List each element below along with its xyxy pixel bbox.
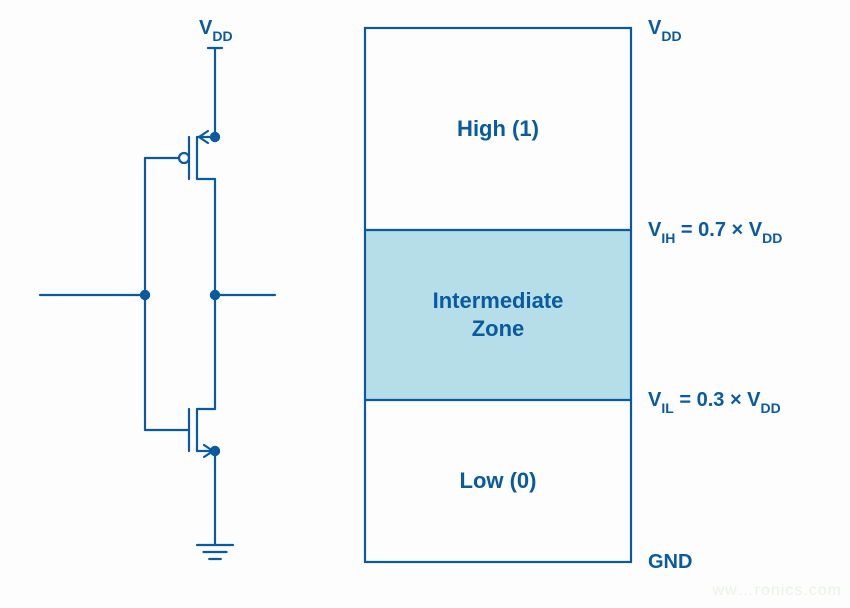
low-zone-label: Low (0) bbox=[460, 468, 537, 494]
high-zone-label: High (1) bbox=[457, 116, 539, 142]
gnd-label: GND bbox=[648, 551, 692, 574]
vil-label: VIL = 0.3 × VDD bbox=[648, 389, 781, 414]
watermark: ww…ronics.com bbox=[713, 582, 842, 600]
diagram-container: VDD VDD VIH = 0.7 × VDD VIL = 0.3 × VDD … bbox=[0, 0, 850, 608]
vdd-label-bar: VDD bbox=[648, 17, 682, 42]
intermediate-zone-label-2: Zone bbox=[472, 316, 525, 342]
vih-label: VIH = 0.7 × VDD bbox=[648, 219, 782, 244]
labels-layer: VDD VDD VIH = 0.7 × VDD VIL = 0.3 × VDD … bbox=[0, 0, 850, 608]
vdd-label-circuit: VDD bbox=[199, 17, 233, 42]
intermediate-zone-label-1: Intermediate bbox=[433, 288, 564, 314]
